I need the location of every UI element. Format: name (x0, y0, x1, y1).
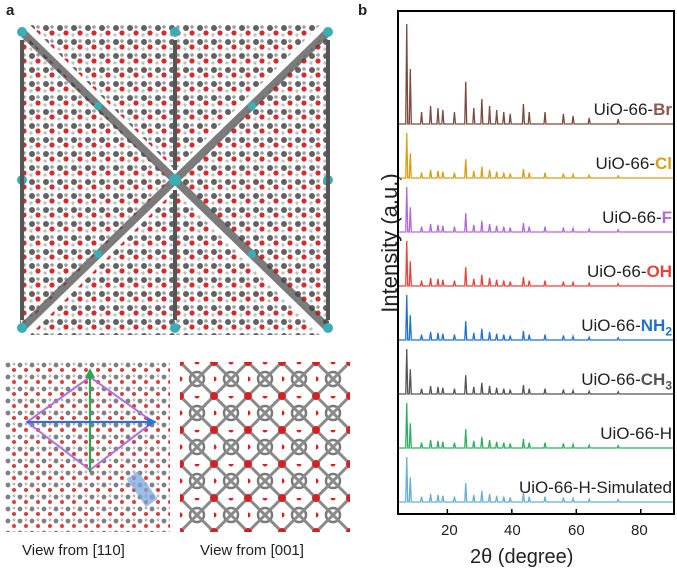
series-line-uio-66-cl (399, 132, 673, 179)
panel-a-label: a (6, 2, 15, 19)
panel-b-label: b (358, 2, 368, 19)
series-line-uio-66-h-simulated (399, 456, 673, 503)
caption-view-001: View from [001] (200, 542, 304, 559)
series-line-uio-66-h (399, 402, 673, 449)
xrd-plot (397, 10, 675, 515)
plot-frame (397, 10, 675, 515)
series-line-uio-66-nh2 (399, 294, 673, 341)
x-tick-40: 40 (504, 522, 521, 539)
series-line-uio-66-ch3 (399, 348, 673, 395)
series-label-uio-66-h: UiO-66-H (600, 424, 672, 443)
caption-view-110: View from [110] (22, 542, 125, 559)
crystal-view-001 (180, 362, 350, 532)
series-label-uio-66-cl: UiO-66-Cl (595, 154, 672, 173)
series-line-uio-66-f (399, 186, 673, 233)
series-label-uio-66-nh2: UiO-66-NH2 (581, 316, 672, 339)
x-tick-60: 60 (568, 522, 585, 539)
x-axis-label: 2θ (degree) (470, 546, 574, 568)
series-line-uio-66-oh (399, 240, 673, 287)
series-label-uio-66-oh: UiO-66-OH (586, 262, 672, 281)
series-label-uio-66-f: UiO-66-F (602, 208, 672, 227)
series-line-uio-66-br (399, 23, 673, 125)
series-label-uio-66-br: UiO-66-Br (593, 100, 672, 119)
crystal-view-110 (5, 362, 170, 532)
x-tick-80: 80 (631, 522, 648, 539)
crystal-structure-main (17, 25, 333, 335)
series-label-uio-66-h-simulated: UiO-66-H-Simulated (518, 478, 672, 497)
series-label-uio-66-ch3: UiO-66-CH3 (581, 370, 672, 393)
x-tick-20: 20 (441, 522, 458, 539)
